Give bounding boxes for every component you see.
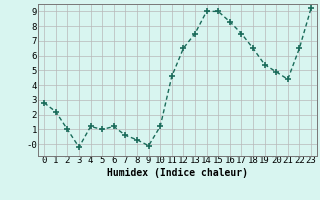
X-axis label: Humidex (Indice chaleur): Humidex (Indice chaleur)	[107, 168, 248, 178]
